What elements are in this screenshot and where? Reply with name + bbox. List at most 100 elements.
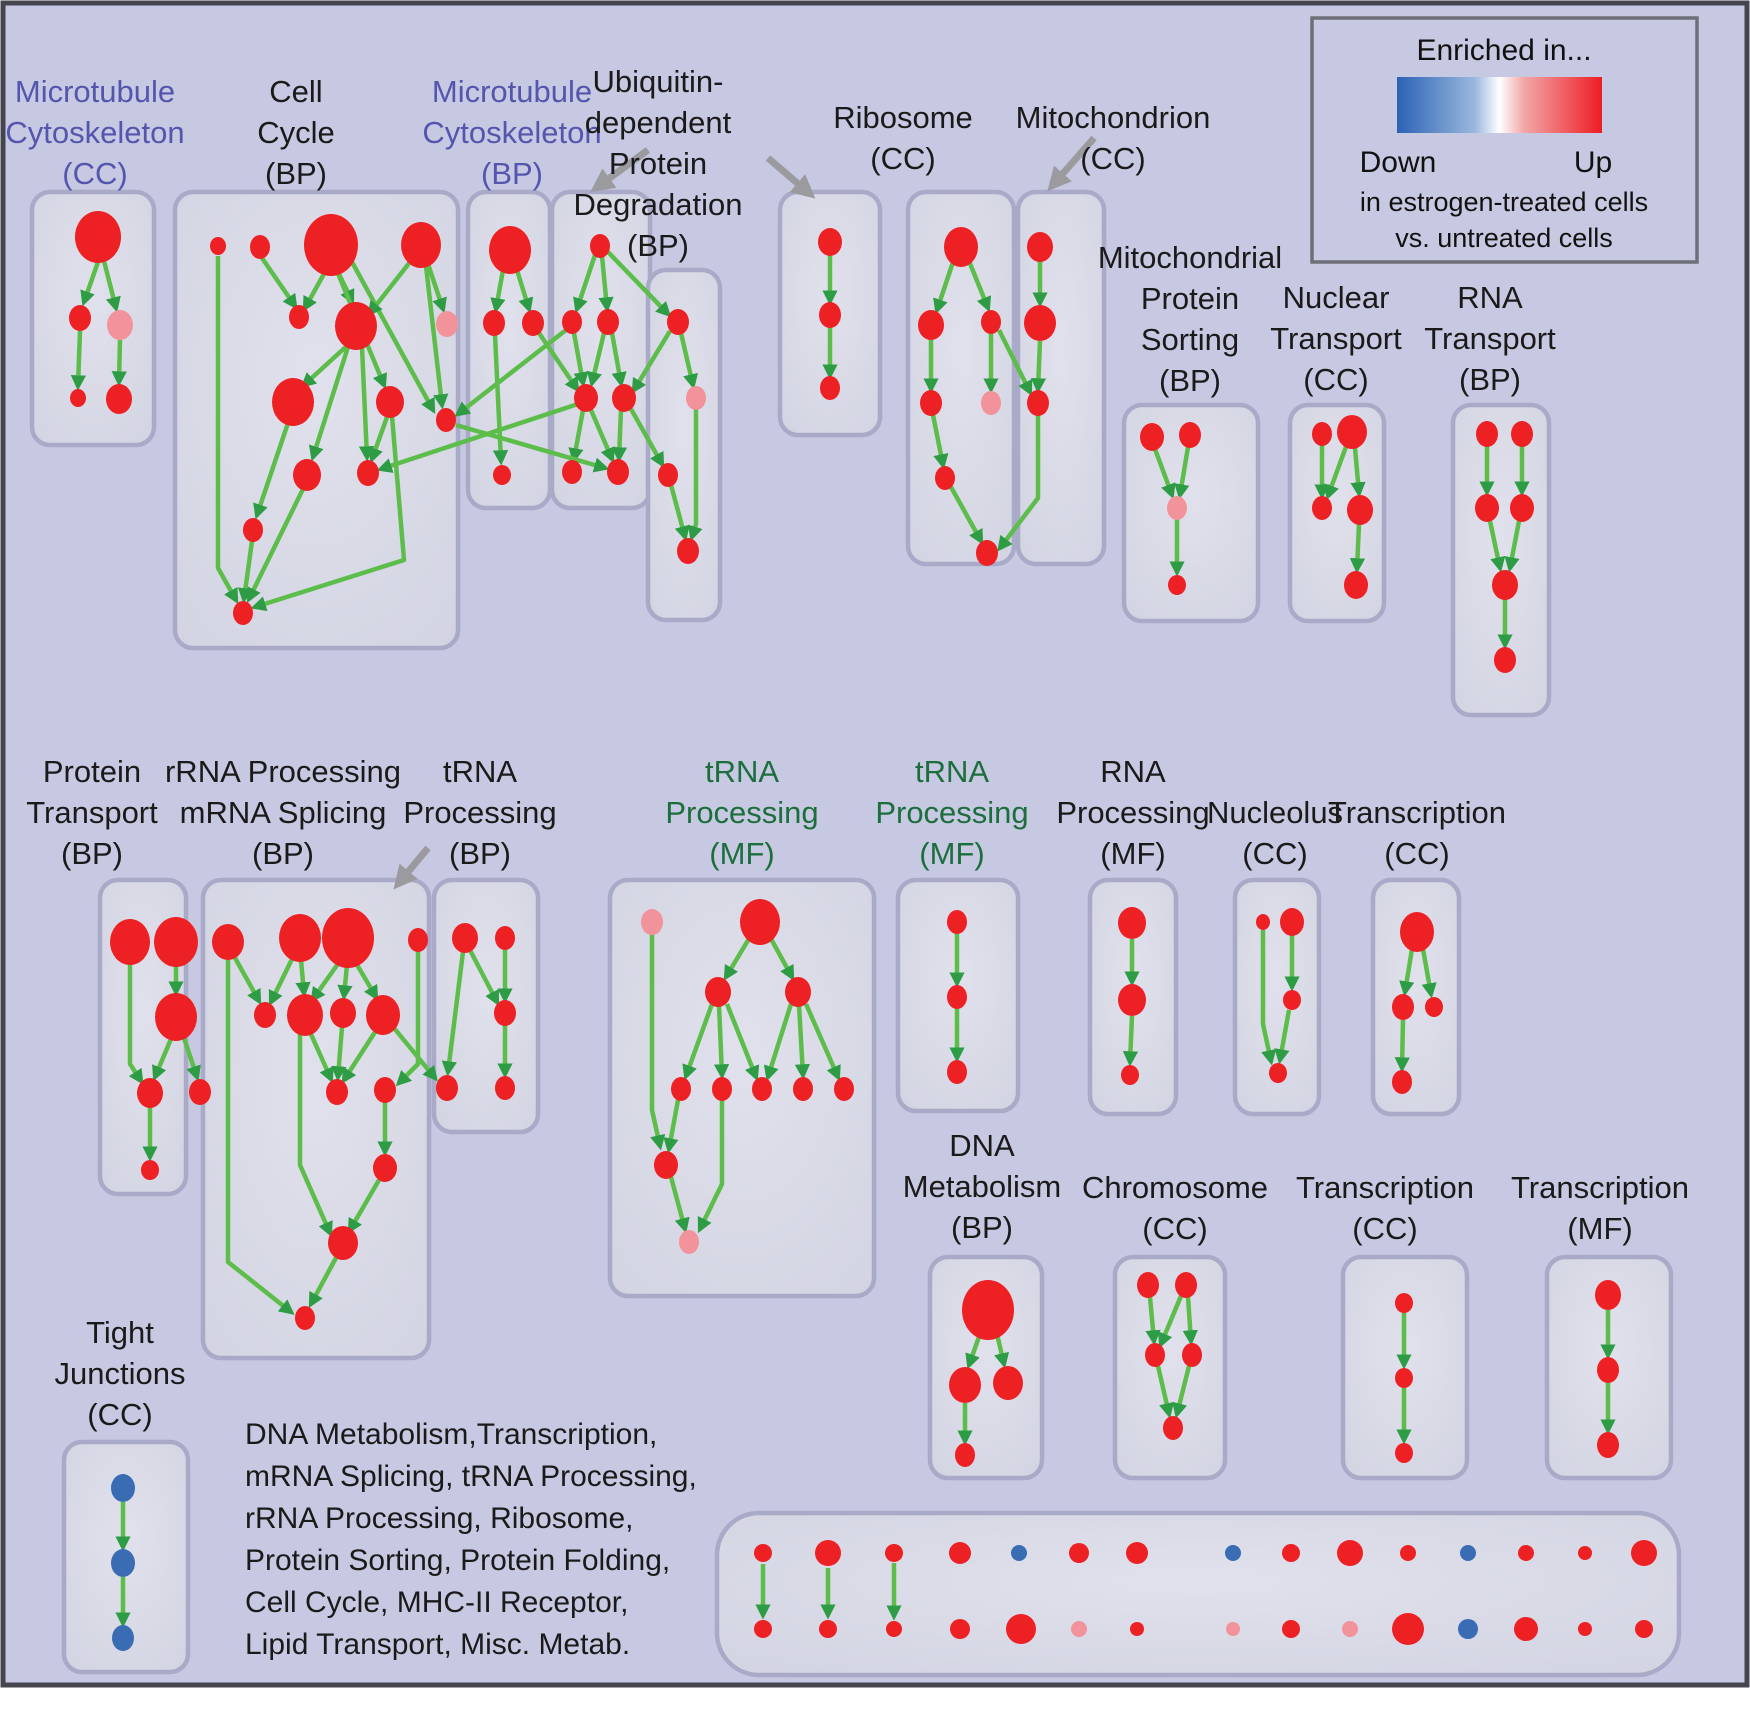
edge-86 <box>308 1254 339 1309</box>
node-nuclear-transport-51 <box>1312 422 1332 446</box>
edge-78 <box>395 951 421 1087</box>
node-trna-mf-2-99 <box>947 1060 967 1084</box>
node-microtubule-cc-0 <box>75 211 121 263</box>
node-mito-sorting-47 <box>1140 423 1164 451</box>
node-cell-cycle-11 <box>436 311 458 337</box>
edge-48 <box>996 328 1033 397</box>
edge-13 <box>300 342 351 389</box>
node-misc-147 <box>950 1619 970 1639</box>
label-microtubule-bp: Microtubule Cytoskeleton (BP) <box>422 74 601 191</box>
box-dna-metabolism <box>927 1254 1045 1481</box>
node-ubiquitin-26 <box>574 384 598 412</box>
edge-85 <box>347 1178 381 1234</box>
edge-16 <box>368 416 390 464</box>
node-chromosome-118 <box>1182 1343 1202 1367</box>
node-microtubule-bp-22 <box>493 465 511 485</box>
node-misc-149 <box>1071 1621 1087 1637</box>
node-ubiquitin-29 <box>607 459 629 485</box>
legend-title: Enriched in... <box>1416 34 1591 67</box>
label-nucleolus: Nucleolus (CC) <box>1207 795 1343 871</box>
node-transcription-mf-125 <box>1597 1432 1619 1458</box>
node-misc-136 <box>1225 1545 1241 1561</box>
node-misc-138 <box>1337 1540 1363 1566</box>
legend-box <box>1310 16 1699 264</box>
edge-58 <box>1324 443 1350 501</box>
node-mitochondrion-44 <box>1027 232 1053 262</box>
node-trna-mf-1-94 <box>834 1077 854 1101</box>
node-microtubule-bp-19 <box>489 226 531 274</box>
edge-89 <box>441 951 466 1077</box>
node-ribosome-39 <box>981 310 1001 334</box>
node-trna-mf-1-93 <box>793 1077 813 1101</box>
node-trna-bp-84 <box>436 1075 458 1101</box>
edge-54 <box>1152 448 1176 500</box>
node-protein-transport-65 <box>137 1078 163 1108</box>
edge-1 <box>101 260 121 313</box>
node-transcription-cc-2-122 <box>1395 1443 1413 1463</box>
node-ubiquitin-32 <box>658 463 678 487</box>
edge-113 <box>965 1333 983 1370</box>
edge-25 <box>573 254 598 314</box>
edge-75 <box>310 959 342 1003</box>
node-trna-mf-1-88 <box>705 977 731 1007</box>
node-rna-transport-60 <box>1492 570 1518 600</box>
node-ubiquitin-31 <box>686 386 706 410</box>
node-rrna-76 <box>326 1079 348 1105</box>
node-ribosome-41 <box>981 391 1001 415</box>
node-misc-139 <box>1400 1545 1416 1561</box>
edge-10 <box>425 263 447 314</box>
node-rna-transport-59 <box>1510 494 1534 522</box>
node-rna-proc-mf-102 <box>1121 1065 1139 1085</box>
box-misc <box>714 1510 1682 1678</box>
node-transcription-cc-2-121 <box>1395 1368 1413 1388</box>
legend: Enriched in... Down Up in estrogen-treated … <box>1310 16 1699 264</box>
label-chromosome: Chromosome (CC) <box>1082 1170 1268 1246</box>
edge-66 <box>127 963 144 1085</box>
label-mitochondrion: Mitochondrion (CC) <box>1016 100 1211 176</box>
node-rna-proc-mf-100 <box>1118 907 1146 939</box>
label-trna-bp: tRNA Processing (BP) <box>403 754 556 871</box>
node-cell-cycle-8 <box>401 222 441 268</box>
label-transcription-cc-1: Transcription (CC) <box>1328 795 1506 871</box>
node-ribosome-42 <box>935 466 955 490</box>
node-misc-154 <box>1392 1613 1424 1645</box>
node-trna-mf-1-95 <box>654 1151 678 1179</box>
edge-36 <box>629 407 665 468</box>
node-misc-155 <box>1458 1619 1478 1639</box>
node-misc-133 <box>1011 1545 1027 1561</box>
edge-107 <box>1260 930 1277 1066</box>
node-microtubule-cc-4 <box>106 384 132 414</box>
edge-12 <box>308 346 351 462</box>
node-protein-transport-63 <box>154 917 198 967</box>
edge-100 <box>663 1099 681 1154</box>
node-trna-bp-85 <box>495 1076 515 1100</box>
edge-52 <box>1030 340 1047 394</box>
edge-19 <box>237 540 255 604</box>
node-misc-130 <box>815 1540 841 1566</box>
label-rna-transport: RNA Transport (BP) <box>1424 280 1556 397</box>
node-misc-137 <box>1282 1544 1300 1562</box>
node-ribosome-43 <box>976 540 998 566</box>
node-misc-156 <box>1514 1617 1538 1641</box>
edge-28 <box>571 332 589 388</box>
node-rna-transport-61 <box>1494 647 1516 673</box>
node-misc-151 <box>1226 1622 1240 1636</box>
edge-32 <box>678 332 699 390</box>
edge-30 <box>609 332 627 388</box>
node-mito-sorting-50 <box>1168 575 1186 595</box>
node-misc-129 <box>754 1544 772 1562</box>
node-ubiquitin-33 <box>677 538 699 564</box>
box-ribosome <box>905 189 1017 567</box>
node-cell-cycle-6 <box>250 235 270 259</box>
node-microtubule-bp-20 <box>483 310 505 336</box>
edge-11 <box>423 265 449 410</box>
edge-109 <box>1274 1009 1292 1065</box>
edge-22 <box>514 269 534 314</box>
edge-76 <box>337 964 353 1001</box>
edge-99 <box>803 1003 841 1082</box>
edge-14 <box>253 422 291 520</box>
label-transcription-mf: Transcription (MF) <box>1511 1170 1689 1246</box>
legend-subtitle-1: in estrogen-treated cells <box>1360 187 1648 217</box>
node-trna-bp-81 <box>452 923 478 953</box>
